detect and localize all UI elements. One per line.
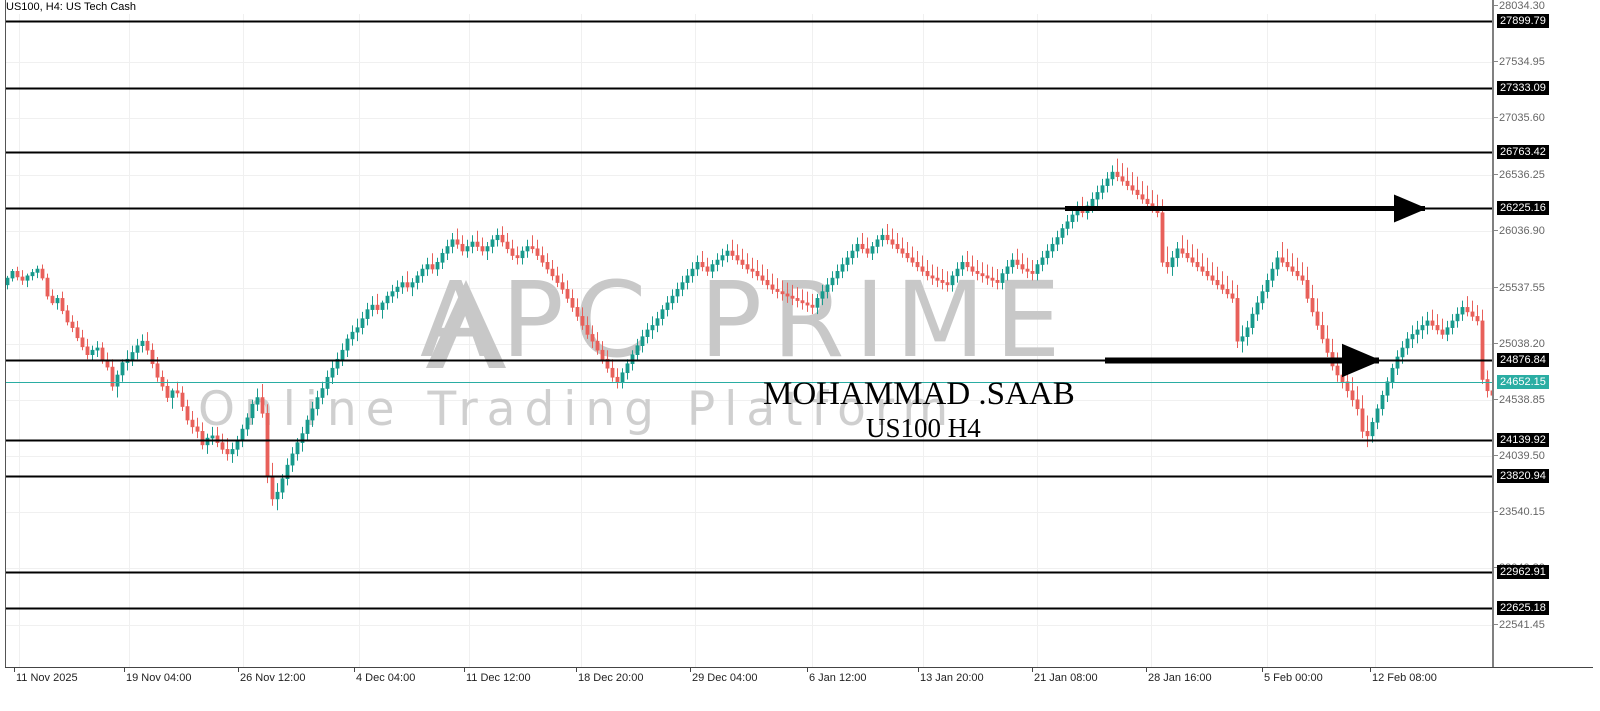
price-tick: 27035.60 — [1494, 113, 1545, 124]
price-tick: 24538.85 — [1494, 395, 1545, 406]
price-tick: 28034.30 — [1494, 1, 1545, 12]
time-tick — [690, 668, 691, 672]
time-axis-label: 19 Nov 04:00 — [126, 672, 192, 684]
symbol-header: US100, H4: US Tech Cash — [6, 1, 137, 13]
price-tick-label: 24039.50 — [1499, 450, 1545, 462]
price-axis[interactable]: 28034.30 27534.95 27035.60 26536.25 26036.90… — [1494, 0, 1600, 667]
tick-dash-icon — [1494, 174, 1498, 176]
price-level-badge[interactable]: 26763.42 — [1497, 145, 1549, 159]
candlestick-series — [5, 158, 1492, 511]
price-level-badge[interactable]: 26225.16 — [1497, 201, 1549, 215]
time-axis-line — [5, 667, 1593, 668]
price-level-badge[interactable]: 27899.79 — [1497, 14, 1549, 28]
price-tick-label: 22541.45 — [1499, 619, 1545, 631]
price-tick-label: 28034.30 — [1499, 0, 1545, 12]
price-level-badge[interactable]: 27333.09 — [1497, 81, 1549, 95]
time-tick — [124, 668, 125, 672]
plot-left-border — [5, 0, 6, 667]
annotation-trader-name: MOHAMMAD .SAAB — [763, 376, 1075, 412]
time-axis-label: 21 Jan 08:00 — [1034, 672, 1098, 684]
price-tick-label: 24538.85 — [1499, 394, 1545, 406]
time-axis-label: 28 Jan 16:00 — [1148, 672, 1212, 684]
price-tick-label: 27534.95 — [1499, 56, 1545, 68]
price-level-badge[interactable]: 24139.92 — [1497, 433, 1549, 447]
tick-dash-icon — [1494, 511, 1498, 513]
time-tick — [354, 668, 355, 672]
time-tick — [918, 668, 919, 672]
tick-dash-icon — [1494, 117, 1498, 119]
time-tick — [464, 668, 465, 672]
price-tick-label: 26536.25 — [1499, 169, 1545, 181]
time-axis-label: 26 Nov 12:00 — [240, 672, 306, 684]
tick-dash-icon — [1494, 399, 1498, 401]
tick-dash-icon — [1494, 287, 1498, 289]
price-tick-label: 27035.60 — [1499, 112, 1545, 124]
price-tick: 22541.45 — [1494, 620, 1545, 631]
tick-dash-icon — [1494, 343, 1498, 345]
time-axis-label: 4 Dec 04:00 — [356, 672, 416, 684]
price-tick-label: 23540.15 — [1499, 506, 1545, 518]
price-tick-label: 25537.55 — [1499, 282, 1545, 294]
price-level-badge[interactable]: 23820.94 — [1497, 469, 1549, 483]
time-tick — [14, 668, 15, 672]
price-level-badge[interactable]: 22625.18 — [1497, 601, 1549, 615]
price-axis-line — [1492, 0, 1494, 667]
price-tick-label: 26036.90 — [1499, 225, 1545, 237]
time-tick — [576, 668, 577, 672]
price-tick: 26036.90 — [1494, 226, 1545, 237]
tick-dash-icon — [1494, 624, 1498, 626]
price-level-badge[interactable]: 24876.84 — [1497, 353, 1549, 367]
price-tick: 27534.95 — [1494, 57, 1545, 68]
price-tick: 23540.15 — [1494, 507, 1545, 518]
time-axis-label: 11 Nov 2025 — [16, 672, 78, 684]
tick-dash-icon — [1494, 455, 1498, 457]
time-tick — [1032, 668, 1033, 672]
current-price-badge[interactable]: 24652.15 — [1497, 375, 1549, 389]
price-level-lines[interactable] — [5, 14, 1492, 667]
time-axis-label: 11 Dec 12:00 — [466, 672, 531, 684]
time-tick — [1262, 668, 1263, 672]
time-tick — [1146, 668, 1147, 672]
price-tick: 25038.20 — [1494, 339, 1545, 350]
time-axis-label: 29 Dec 04:00 — [692, 672, 758, 684]
tick-dash-icon — [1494, 230, 1498, 232]
time-axis[interactable]: 11 Nov 2025 19 Nov 04:00 26 Nov 12:00 4 Dec… — [0, 668, 1600, 711]
price-tick-label: 25038.20 — [1499, 338, 1545, 350]
time-tick — [1370, 668, 1371, 672]
time-tick — [807, 668, 808, 672]
price-tick: 26536.25 — [1494, 170, 1545, 181]
tick-dash-icon — [1494, 61, 1498, 63]
price-level-badge[interactable]: 22962.91 — [1497, 565, 1549, 579]
time-axis-label: 6 Jan 12:00 — [809, 672, 867, 684]
tick-dash-icon — [1494, 5, 1498, 7]
grid-layer — [5, 14, 1492, 667]
tick-dash-icon — [1494, 567, 1498, 569]
price-tick: 24039.50 — [1494, 451, 1545, 462]
time-axis-label: 12 Feb 08:00 — [1372, 672, 1437, 684]
time-axis-label: 13 Jan 20:00 — [920, 672, 984, 684]
price-tick: 25537.55 — [1494, 283, 1545, 294]
time-axis-label: 18 Dec 20:00 — [578, 672, 644, 684]
chart-plot-area[interactable]: APC PRIME Online Trading Platform MOHAMM… — [5, 14, 1492, 667]
time-tick — [238, 668, 239, 672]
annotation-instrument-label: US100 H4 — [866, 413, 981, 443]
time-axis-label: 5 Feb 00:00 — [1264, 672, 1323, 684]
